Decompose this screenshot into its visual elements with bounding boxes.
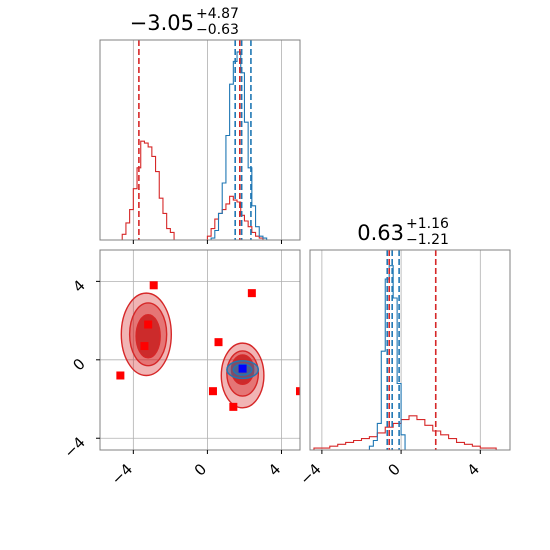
joint-ytick-label-2: 4: [69, 276, 88, 295]
param1-panel-frame: [99, 39, 301, 241]
red-square-marker-0: [149, 281, 158, 290]
param2-xtick-label-0: −4: [296, 460, 324, 488]
param1-red-histogram: [121, 140, 267, 241]
param2-xtick-label-2: 4: [464, 460, 483, 479]
joint-xtick-label-2: 4: [265, 460, 284, 479]
param2-panel-frame: [309, 249, 511, 451]
red-square-marker-8: [296, 387, 300, 396]
joint-xtick-label-0: −4: [108, 460, 136, 488]
param1-title-value: −3.05: [130, 11, 194, 35]
param1-title-lower: −0.63: [196, 22, 239, 38]
joint-ytick-label-1: 0: [69, 355, 88, 374]
red-square-marker-5: [214, 338, 223, 347]
joint-xtick-label-1: 0: [191, 460, 210, 479]
red-square-marker-1: [144, 320, 153, 329]
red-square-marker-7: [229, 402, 238, 411]
joint-posterior-panel: −4 0 4 −4 0 4: [60, 249, 301, 488]
param2-marginal-panel: −4 0 4 0.63 +1.16−1.21: [296, 216, 511, 488]
param2-title-lower: −1.21: [406, 232, 449, 248]
param2-xtick-label-1: 0: [384, 460, 403, 479]
param1-title-upper: +4.87: [196, 6, 239, 22]
param2-red-histogram: [313, 415, 497, 450]
red-square-marker-6: [208, 387, 217, 396]
param1-blue-histogram: [210, 51, 268, 240]
red-square-marker-2: [140, 342, 149, 351]
red-square-marker-3: [116, 371, 125, 380]
param1-marginal-panel: −3.05 +4.87−0.63: [99, 6, 301, 244]
param2-title-upper: +1.16: [406, 216, 449, 232]
joint-panel-frame: [99, 249, 301, 451]
joint-ytick-label-0: −4: [60, 433, 88, 461]
param2-title-value: 0.63: [357, 221, 404, 245]
blue-square-marker-0: [238, 364, 247, 373]
joint-plot-area: [100, 250, 300, 450]
red-square-marker-4: [247, 289, 256, 298]
